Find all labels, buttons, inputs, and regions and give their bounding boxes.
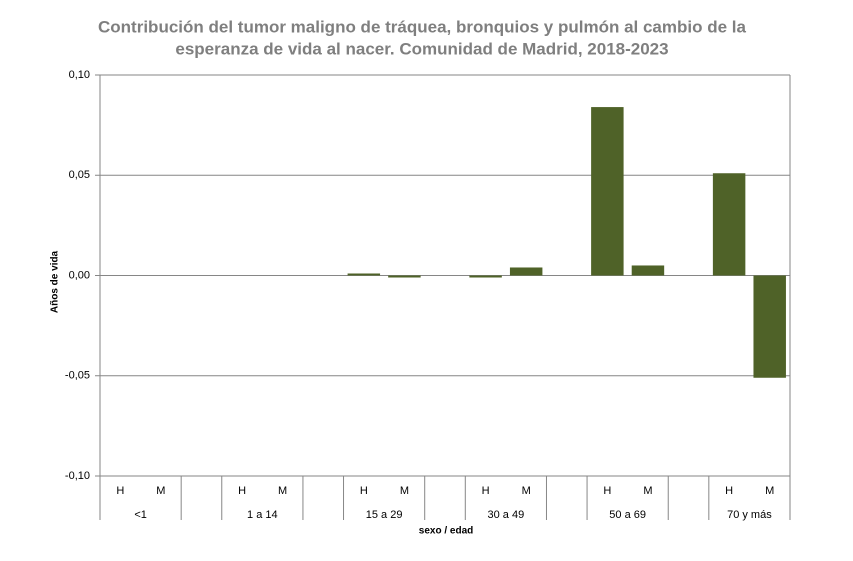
bar xyxy=(712,173,746,276)
x-tick-label: H xyxy=(116,485,124,497)
x-tick-label: H xyxy=(603,485,611,497)
y-tick-label: 0,10 xyxy=(69,69,90,81)
chart-title: esperanza de vida al nacer. Comunidad de… xyxy=(175,39,668,58)
group-label: 15 a 29 xyxy=(366,509,403,521)
x-tick-label: H xyxy=(725,485,733,497)
y-tick-label: -0,10 xyxy=(65,470,90,482)
x-tick-label: H xyxy=(360,485,368,497)
x-tick-label: M xyxy=(156,485,165,497)
bar xyxy=(347,273,381,276)
group-label: 70 y más xyxy=(727,509,772,521)
group-label: 50 a 69 xyxy=(609,509,646,521)
group-label: <1 xyxy=(134,509,147,521)
x-tick-label: M xyxy=(278,485,287,497)
group-label: 30 a 49 xyxy=(488,509,525,521)
bar xyxy=(469,275,502,278)
x-axis-title: sexo / edad xyxy=(419,526,473,537)
chart-title: Contribución del tumor maligno de tráque… xyxy=(98,17,746,36)
y-tick-label: -0,05 xyxy=(65,370,90,382)
y-axis-title: Años de vida xyxy=(50,250,61,313)
y-tick-label: 0,00 xyxy=(69,269,90,281)
x-tick-label: M xyxy=(522,485,531,497)
bar xyxy=(509,267,543,276)
bar xyxy=(631,265,665,276)
bar xyxy=(753,275,786,378)
bar xyxy=(591,107,624,276)
x-tick-label: M xyxy=(400,485,409,497)
x-tick-label: M xyxy=(765,485,774,497)
y-tick-label: 0,05 xyxy=(69,169,90,181)
x-tick-label: H xyxy=(482,485,490,497)
bar xyxy=(388,275,421,278)
x-tick-label: H xyxy=(238,485,246,497)
x-tick-label: M xyxy=(643,485,652,497)
group-label: 1 a 14 xyxy=(247,509,278,521)
